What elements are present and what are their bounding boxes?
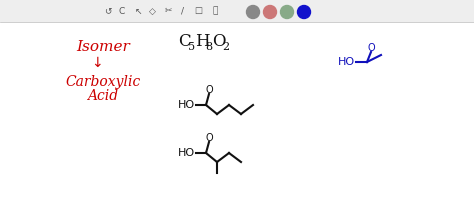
Text: C: C [178,34,191,50]
Text: 8: 8 [205,42,212,52]
Text: 2: 2 [222,42,229,52]
Text: O: O [367,43,375,53]
Text: O: O [205,133,213,143]
Text: ☐: ☐ [194,6,202,16]
Circle shape [298,5,310,19]
Text: O: O [212,34,226,50]
Text: ✂: ✂ [164,6,172,16]
Text: ◇: ◇ [148,6,155,16]
Text: Acid: Acid [87,89,118,103]
FancyBboxPatch shape [0,0,474,22]
Text: ↺: ↺ [104,6,112,16]
Text: O: O [205,85,213,95]
Text: HO: HO [178,148,195,158]
Text: H: H [195,34,210,50]
Circle shape [246,5,259,19]
Circle shape [264,5,276,19]
Text: ↓: ↓ [91,56,103,70]
Circle shape [281,5,293,19]
Text: ⬜: ⬜ [212,6,218,16]
Text: Isomer: Isomer [76,40,130,54]
Text: C: C [119,6,125,16]
Text: /: / [182,6,184,16]
Text: ↖: ↖ [134,6,142,16]
Text: Carboxylic: Carboxylic [65,75,141,89]
Text: HO: HO [338,57,355,67]
Text: HO: HO [178,100,195,110]
Text: 5: 5 [188,42,195,52]
